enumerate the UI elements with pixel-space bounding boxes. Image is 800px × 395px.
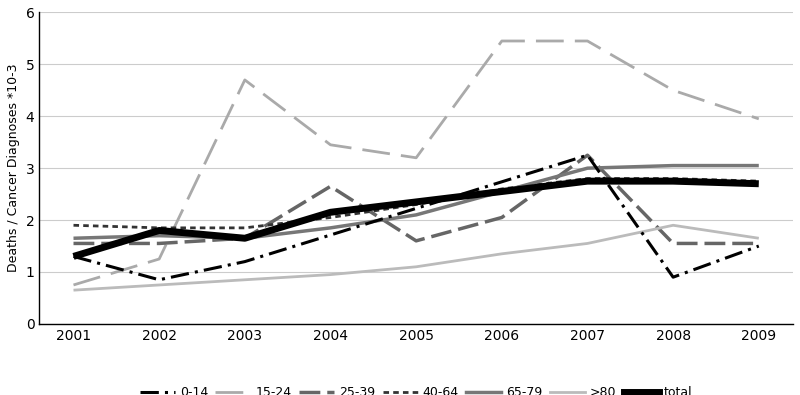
Y-axis label: Deaths / Cancer Diagnoses *10-3: Deaths / Cancer Diagnoses *10-3 — [7, 64, 20, 273]
Legend: 0-14, 15-24, 25-39, 40-64, 65-79, >80, total: 0-14, 15-24, 25-39, 40-64, 65-79, >80, t… — [140, 386, 693, 395]
